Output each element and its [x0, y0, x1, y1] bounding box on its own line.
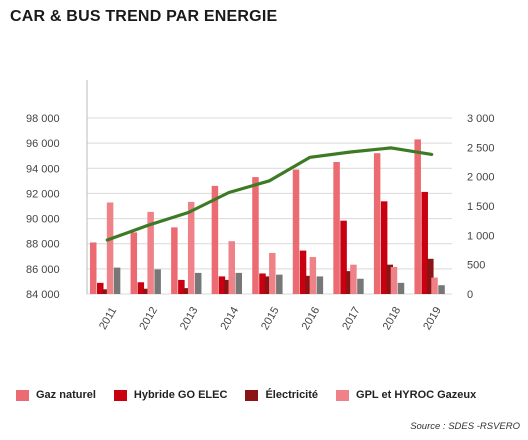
x-tick-label: 2012 [137, 305, 160, 332]
bar-gpl-2014 [228, 241, 235, 294]
legend-item-gaz-naturel: Gaz naturel [16, 389, 96, 401]
bar-electricite-2018 [386, 264, 394, 294]
trend-point-2011 [105, 238, 109, 242]
bar-electricite-2019 [427, 258, 434, 294]
bar-hybride-2013 [178, 279, 185, 294]
source-note: Source : SDES -RSVERO [410, 421, 520, 432]
bar-hybride-2015 [259, 273, 266, 294]
trend-point-2013 [186, 211, 190, 214]
legend-swatch-gaz-naturel [16, 389, 29, 401]
x-tick-label: 2018 [381, 305, 404, 332]
bar-hybride-2016 [299, 250, 307, 294]
bar-gray-2015 [276, 274, 283, 294]
bar-electricite-2015 [264, 276, 272, 294]
right-axis-tick-label: 1 500 [467, 201, 495, 213]
bar-electricite-2016 [305, 275, 312, 294]
legend-label-electricite: Électricité [265, 389, 319, 401]
x-tick-label: 2013 [178, 305, 201, 332]
x-tick-label: 2019 [421, 305, 444, 332]
bar-gpl-2016 [309, 257, 317, 294]
bar-gray-2011 [113, 267, 121, 294]
bar-gaz-naturel-2012 [130, 232, 138, 294]
legend-label-gaz-naturel: Gaz naturel [36, 389, 96, 401]
trend-point-2014 [227, 191, 231, 194]
bar-gpl-2013 [187, 201, 195, 294]
x-tick-label: 2015 [259, 305, 282, 332]
legend-swatch-gpl [336, 389, 350, 401]
x-tick-label: 2011 [97, 305, 119, 331]
bar-gray-2019 [438, 285, 445, 294]
bar-hybride-2014 [218, 276, 226, 294]
trend-point-2012 [146, 223, 150, 227]
left-axis-tick-label: 96 000 [26, 138, 60, 150]
bar-electricite-2013 [183, 288, 191, 294]
legend-swatch-hybride [113, 389, 127, 401]
bar-gray-2018 [397, 282, 405, 294]
bar-electricite-2011 [102, 289, 110, 294]
bar-gray-2016 [316, 276, 324, 294]
legend-label-hybride: Hybride GO ELEC [133, 389, 228, 401]
bar-electricite-2012 [143, 288, 150, 294]
bar-hybride-2017 [340, 220, 347, 294]
x-tick-label: 2014 [218, 305, 241, 332]
trend-point-2015 [268, 179, 271, 183]
left-axis-tick-label: 98 000 [26, 113, 60, 125]
bar-hybride-2018 [380, 201, 388, 294]
right-axis-tick-label: 3 000 [467, 113, 495, 125]
legend-item-hybride: Hybride GO ELEC [113, 389, 228, 401]
bar-gpl-2015 [269, 252, 276, 294]
bar-gray-2014 [235, 272, 243, 294]
x-tick-label: 2016 [300, 305, 323, 332]
left-axis-tick-label: 88 000 [26, 239, 60, 251]
bar-gpl-2012 [147, 211, 154, 294]
x-tick-label: 2017 [340, 305, 363, 332]
bar-gpl-2017 [350, 264, 357, 294]
bar-gray-2012 [154, 269, 161, 294]
bar-electricite-2017 [345, 271, 353, 294]
bar-gray-2013 [194, 272, 202, 294]
bar-hybride-2012 [137, 282, 145, 294]
legend-item-gpl: GPL et HYROC Gazeux [336, 389, 476, 401]
legend-swatch-electricite [245, 389, 259, 401]
left-axis-tick-label: 90 000 [26, 214, 60, 226]
left-axis-tick-label: 84 000 [26, 289, 60, 301]
right-axis-tick-label: 2 000 [467, 172, 495, 184]
bar-electricite-2014 [224, 279, 231, 294]
bar-gaz-naturel-2018 [373, 153, 381, 294]
left-axis-tick-label: 92 000 [26, 188, 60, 200]
bar-gaz-naturel-2013 [171, 227, 178, 294]
left-axis-tick-label: 94 000 [26, 163, 60, 175]
bar-gaz-naturel-2017 [333, 162, 340, 294]
trend-point-2019 [430, 152, 434, 156]
bar-gpl-2011 [106, 202, 114, 294]
bar-hybride-2011 [97, 282, 104, 294]
bar-gray-2017 [357, 278, 364, 294]
bar-gpl-2018 [390, 267, 398, 294]
right-axis-tick-label: 0 [467, 289, 473, 301]
trend-point-2017 [349, 150, 353, 154]
bar-gaz-naturel-2015 [252, 177, 259, 294]
bar-gaz-naturel-2019 [414, 139, 421, 294]
legend: Gaz naturel Hybride GO ELEC Électricité … [16, 389, 521, 401]
bar-gaz-naturel-2014 [211, 185, 219, 294]
trend-point-2018 [389, 146, 393, 150]
legend-label-gpl: GPL et HYROC Gazeux [356, 389, 477, 401]
legend-item-electricite: Électricité [245, 389, 318, 401]
bar-hybride-2019 [421, 191, 428, 294]
right-axis-tick-label: 1 000 [467, 230, 495, 242]
bar-gaz-naturel-2016 [292, 169, 300, 294]
bar-gaz-naturel-2011 [90, 242, 97, 294]
trend-point-2016 [308, 155, 312, 159]
bar-gpl-2019 [431, 277, 438, 294]
left-axis-tick-label: 86 000 [26, 264, 60, 276]
right-axis-tick-label: 500 [467, 260, 485, 272]
right-axis-tick-label: 2 500 [467, 142, 495, 154]
chart-title: CAR & BUS TREND PAR ENERGIE [10, 8, 278, 25]
